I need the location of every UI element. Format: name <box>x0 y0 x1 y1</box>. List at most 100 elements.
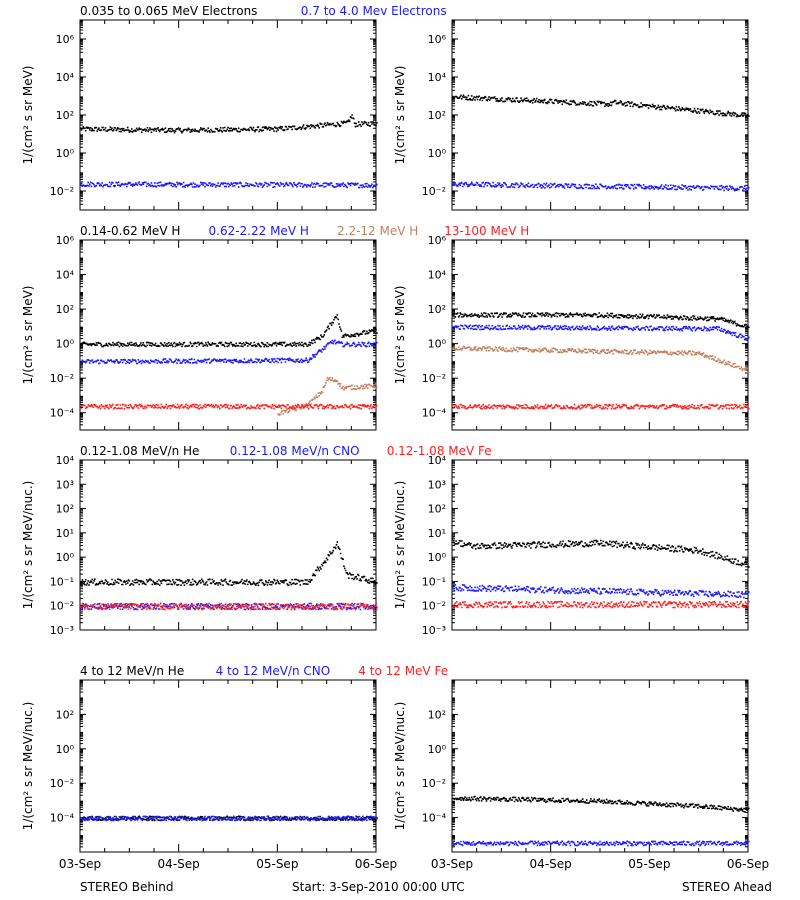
y-tick-label: 10⁻⁴ <box>422 407 447 420</box>
series-black-points <box>80 114 378 134</box>
panel-ahead-row-3: 10⁻³ 10⁻² 10⁻¹ 10⁰ 10¹ 10² 10³ 10⁴ 1/(cm² s sr M… <box>393 454 750 637</box>
legend-entry: 4 to 12 MeV/n CNO <box>216 664 331 678</box>
y-tick-label: 10⁴ <box>56 269 75 282</box>
y-tick-label: 10⁰ <box>428 551 447 564</box>
y-tick-label: 10⁻² <box>50 600 74 613</box>
y-tick-label: 10⁻¹ <box>50 575 74 588</box>
legend-entry: 0.035 to 0.065 MeV Electrons <box>80 4 257 18</box>
legend-entry: 0.7 to 4.0 Mev Electrons <box>301 4 447 18</box>
x-tick-label: 06-Sep <box>355 857 397 871</box>
panel-behind-row-3: 10⁻³ 10⁻² 10⁻¹ 10⁰ 10¹ 10² 10³ 10⁴ 1/(cm² s sr M… <box>21 454 378 637</box>
y-axis-label: 1/(cm² s sr MeV) <box>21 286 35 385</box>
legend-entry: 0.62-2.22 MeV H <box>209 224 309 238</box>
legend-entry: 0.12-1.08 MeV/n CNO <box>230 444 360 458</box>
panel-behind-row-4: 10⁻⁴ 10⁻² 10⁰ 10² 1/(cm² s sr MeV/nuc.) 03-Se… <box>21 679 397 871</box>
series-brown-points <box>452 345 750 374</box>
y-tick-label: 10⁶ <box>428 234 447 247</box>
series-blue-points <box>452 324 750 342</box>
x-tick-label: 03-Sep <box>431 857 473 871</box>
y-tick-label: 10² <box>56 109 74 122</box>
y-tick-label: 10⁻² <box>422 185 446 198</box>
y-tick-label: 10¹ <box>428 527 446 540</box>
y-tick-label: 10³ <box>428 478 446 491</box>
y-tick-label: 10⁴ <box>428 71 447 84</box>
y-tick-label: 10⁴ <box>428 269 447 282</box>
y-tick-label: 10³ <box>56 478 74 491</box>
footer-left-label: STEREO Behind <box>80 880 174 894</box>
footer-right-label: STEREO Ahead <box>682 880 772 894</box>
y-tick-label: 10⁰ <box>56 551 75 564</box>
panel-ahead-row-1: 10⁻² 10⁰ 10² 10⁴ 10⁶ 1/(cm² s sr MeV) <box>393 19 750 211</box>
x-tick-label: 05-Sep <box>256 857 298 871</box>
legend-entry: 0.12-1.08 MeV Fe <box>387 444 492 458</box>
y-tick-label: 10⁰ <box>428 147 447 160</box>
y-tick-label: 10⁶ <box>428 33 447 46</box>
y-tick-label: 10² <box>428 708 446 721</box>
legend-entry: 0.14-0.62 MeV H <box>80 224 180 238</box>
legend-entry: 2.2-12 MeV H <box>337 224 418 238</box>
series-black-points <box>452 795 750 813</box>
y-tick-label: 10² <box>56 303 74 316</box>
series-black-points <box>452 537 750 568</box>
series-red-points <box>452 403 750 410</box>
y-tick-label: 10² <box>56 503 74 516</box>
x-tick-label: 04-Sep <box>158 857 200 871</box>
y-tick-label: 10⁻¹ <box>422 575 446 588</box>
y-tick-label: 10⁻² <box>50 372 74 385</box>
y-tick-label: 10² <box>428 503 446 516</box>
series-blue-points <box>80 815 378 822</box>
panel-behind-row-1: 10⁻² 10⁰ 10² 10⁴ 10⁶ 1/(cm² s sr MeV) <box>21 19 378 211</box>
y-tick-label: 10⁶ <box>56 33 75 46</box>
legend-entry: 4 to 12 MeV/n He <box>80 664 184 678</box>
y-axis-label: 1/(cm² s sr MeV/nuc.) <box>393 702 407 831</box>
y-tick-label: 10² <box>428 303 446 316</box>
y-tick-label: 10⁻² <box>422 600 446 613</box>
y-tick-label: 10² <box>56 708 74 721</box>
series-black-points <box>80 314 378 348</box>
series-blue-points <box>80 339 378 365</box>
y-tick-label: 10⁻⁴ <box>50 407 75 420</box>
x-tick-label: 03-Sep <box>59 857 101 871</box>
y-tick-label: 10⁰ <box>56 147 75 160</box>
legend-entry: 0.12-1.08 MeV/n He <box>80 444 199 458</box>
panel-behind-row-2: 10⁻⁴ 10⁻² 10⁰ 10² 10⁴ 10⁶ 1/(cm² s sr MeV) <box>21 234 378 431</box>
series-black-points <box>452 94 750 118</box>
y-tick-label: 10⁻³ <box>422 624 446 637</box>
y-tick-label: 10¹ <box>56 527 74 540</box>
y-tick-label: 10⁻² <box>50 777 74 790</box>
y-axis-label: 1/(cm² s sr MeV) <box>21 66 35 165</box>
plot-grid: 0.035 to 0.065 MeV Electrons 0.7 to 4.0 M… <box>21 4 769 871</box>
footer-start-label: Start: 3-Sep-2010 00:00 UTC <box>292 880 465 894</box>
y-tick-label: 10⁰ <box>56 743 75 756</box>
y-tick-label: 10⁴ <box>428 454 447 467</box>
panel-ahead-row-4: 10⁻⁴ 10⁻² 10⁰ 10² 1/(cm² s sr MeV/nuc.) 03-Se… <box>393 679 769 871</box>
y-tick-label: 10⁻⁴ <box>50 812 75 825</box>
series-blue-points <box>452 840 750 847</box>
y-tick-label: 10⁰ <box>428 743 447 756</box>
x-tick-label: 05-Sep <box>628 857 670 871</box>
y-tick-label: 10⁻² <box>422 372 446 385</box>
y-tick-label: 10⁴ <box>56 71 75 84</box>
y-tick-label: 10⁻² <box>50 185 74 198</box>
series-red-points <box>452 600 750 609</box>
y-tick-label: 10⁻² <box>422 777 446 790</box>
y-axis-label: 1/(cm² s sr MeV/nuc.) <box>21 702 35 831</box>
series-red-points <box>80 403 378 410</box>
y-tick-label: 10⁶ <box>56 234 75 247</box>
series-black-points <box>452 312 750 329</box>
y-axis-label: 1/(cm² s sr MeV) <box>393 66 407 165</box>
panel-ahead-row-2: 10⁻⁴ 10⁻² 10⁰ 10² 10⁴ 10⁶ 1/(cm² s sr MeV) <box>393 234 750 431</box>
y-axis-label: 1/(cm² s sr MeV/nuc.) <box>21 481 35 610</box>
y-tick-label: 10⁰ <box>56 338 75 351</box>
x-tick-label: 06-Sep <box>727 857 769 871</box>
series-blue-points <box>452 584 750 599</box>
series-red-points <box>80 602 378 611</box>
legend-entry: 4 to 12 MeV Fe <box>358 664 448 678</box>
series-blue-points <box>80 181 378 189</box>
y-tick-label: 10⁻³ <box>50 624 74 637</box>
y-tick-label: 10⁴ <box>56 454 75 467</box>
y-tick-label: 10⁰ <box>428 338 447 351</box>
x-tick-label: 04-Sep <box>530 857 572 871</box>
